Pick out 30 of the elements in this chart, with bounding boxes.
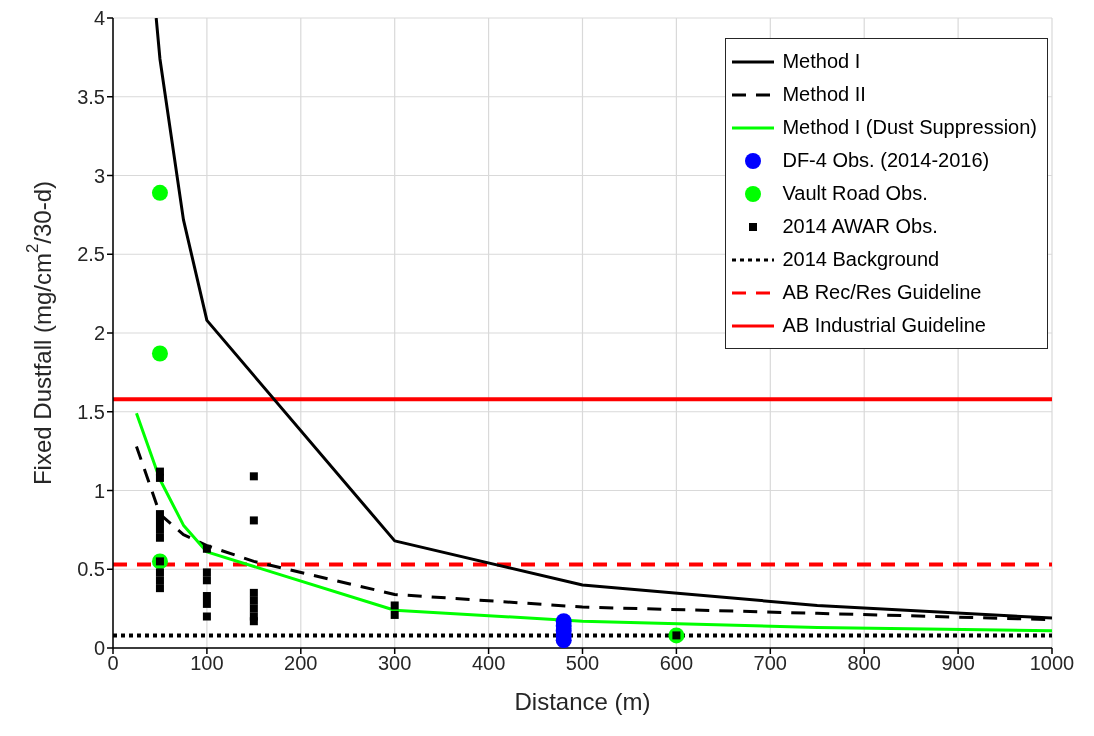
x-tick-label: 1000	[1029, 652, 1075, 675]
y-tick-label: 4	[93, 7, 105, 30]
y-tick-label: 2	[93, 322, 105, 345]
legend-label: Method I (Dust Suppression)	[782, 116, 1037, 139]
legend-label: AB Industrial Guideline	[782, 314, 986, 337]
y-tick-label: 3	[93, 164, 105, 187]
x-tick-label: 800	[847, 652, 881, 675]
legend-label: Method II	[782, 83, 866, 106]
x-tick-label: 500	[565, 652, 600, 675]
y-tick-label: 1.5	[77, 400, 105, 423]
legend-label: DF-4 Obs. (2014-2016)	[782, 149, 990, 172]
x-tick-label: 400	[471, 652, 506, 675]
x-tick-label: 600	[659, 652, 694, 675]
y-tick-label: 0.5	[77, 558, 105, 581]
x-tick-label: 0	[107, 652, 119, 675]
y-tick-label: 1	[93, 479, 105, 502]
x-tick-label: 900	[941, 652, 975, 675]
x-tick-label: 200	[284, 652, 318, 675]
y-tick-label: 3.5	[77, 85, 105, 108]
x-tick-label: 100	[190, 652, 224, 675]
legend-label: 2014 AWAR Obs.	[782, 215, 938, 238]
legend-label: Method I	[782, 50, 861, 73]
legend-label: AB Rec/Res Guideline	[782, 281, 982, 304]
x-tick-label: 700	[753, 652, 787, 675]
x-axis-title: Distance (m)	[514, 688, 651, 715]
y-tick-label: 2.5	[77, 243, 105, 266]
x-tick-label: 300	[378, 652, 412, 675]
legend-label: 2014 Background	[782, 248, 940, 271]
y-tick-label: 0	[93, 637, 105, 660]
legend-label: Vault Road Obs.	[782, 182, 928, 205]
